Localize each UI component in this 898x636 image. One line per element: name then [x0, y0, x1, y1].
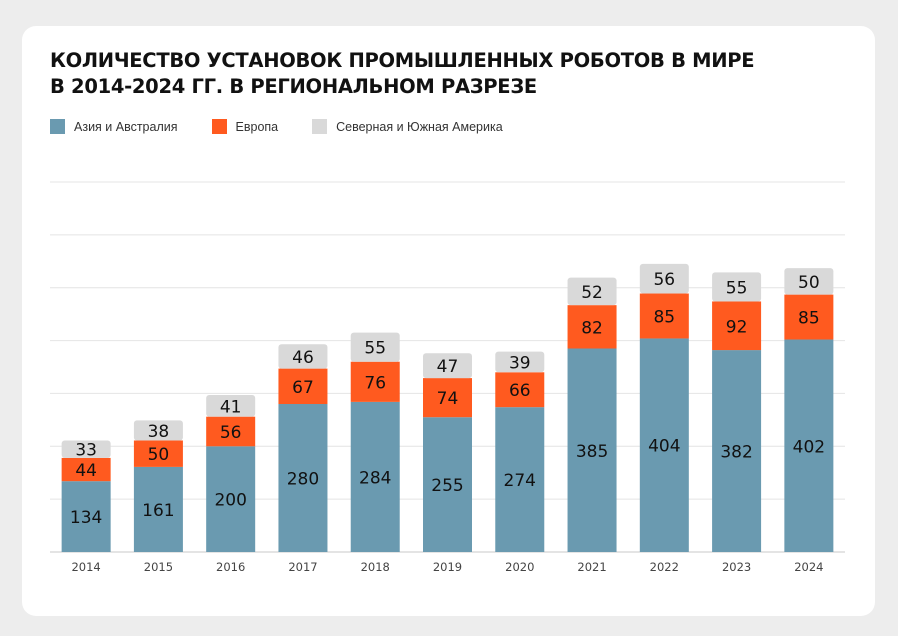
bar-segment-europe	[133, 440, 183, 467]
x-tick-label: 2022	[650, 560, 679, 574]
legend-label-asia: Азия и Австралия	[74, 119, 178, 134]
legend-swatch-europe	[211, 119, 227, 134]
x-tick-label: 2023	[722, 560, 751, 574]
x-tick-label: 2024	[794, 560, 823, 574]
data-label-europe: 74	[437, 389, 459, 409]
x-tick-label: 2016	[216, 560, 245, 574]
chart-title-line2: В 2014-2024 ГГ. В РЕГИОНАЛЬНОМ РАЗРЕЗЕ	[50, 75, 537, 98]
bar-segment-europe	[495, 372, 545, 408]
bar-segment-americas	[712, 272, 762, 302]
legend-label-americas: Северная и Южная Америка	[336, 119, 503, 134]
data-label-europe: 85	[798, 309, 820, 329]
bar-segment-europe	[206, 416, 256, 447]
bar-segment-europe	[350, 361, 400, 402]
bar-segment-europe	[278, 368, 328, 404]
x-tick-label: 2014	[71, 560, 100, 574]
data-label-europe: 85	[653, 307, 675, 327]
bar-segment-asia	[350, 401, 400, 552]
x-tick-label: 2018	[361, 560, 390, 574]
bar-segment-americas	[495, 351, 545, 373]
chart-title-line1: КОЛИЧЕСТВО УСТАНОВОК ПРОМЫШЛЕННЫХ РОБОТО…	[50, 49, 755, 72]
data-label-americas: 41	[220, 397, 242, 417]
bar-segment-europe	[61, 457, 111, 482]
bar-segment-asia	[712, 350, 762, 552]
bar-segment-asia	[639, 338, 689, 552]
data-label-americas: 55	[364, 339, 386, 359]
bar-segment-europe	[784, 294, 834, 340]
data-label-asia: 200	[214, 491, 246, 511]
bar-segment-asia	[567, 348, 617, 552]
bar-segment-europe	[639, 293, 689, 339]
data-label-europe: 76	[364, 373, 386, 393]
x-tick-label: 2015	[144, 560, 173, 574]
chart-legend: Азия и Австралия Европа Северная и Южная…	[50, 119, 537, 134]
data-label-americas: 56	[653, 270, 675, 290]
bar-segment-europe	[712, 301, 762, 351]
legend-label-europe: Европа	[235, 119, 279, 134]
bar-segment-americas	[567, 277, 617, 306]
bar-segment-asia	[423, 417, 472, 552]
data-label-asia: 404	[648, 437, 680, 457]
legend-swatch-asia	[50, 119, 65, 134]
data-label-americas: 38	[148, 422, 170, 442]
data-label-americas: 33	[75, 441, 97, 461]
data-label-americas: 55	[726, 278, 748, 298]
x-tick-label: 2017	[288, 560, 317, 574]
data-label-americas: 39	[509, 353, 531, 373]
data-label-europe: 66	[509, 381, 531, 401]
bar-segment-americas	[206, 395, 256, 417]
data-label-asia: 134	[70, 508, 102, 528]
bar-segment-europe	[567, 305, 617, 349]
bar-segment-americas	[784, 268, 834, 295]
data-label-asia: 274	[504, 471, 536, 491]
data-label-asia: 402	[793, 437, 825, 457]
data-label-asia: 161	[142, 501, 174, 521]
x-tick-label: 2021	[577, 560, 606, 574]
bar-segment-americas	[133, 420, 183, 441]
data-label-americas: 46	[292, 348, 314, 368]
data-label-americas: 47	[437, 357, 459, 377]
chart-title: КОЛИЧЕСТВО УСТАНОВОК ПРОМЫШЛЕННЫХ РОБОТО…	[50, 48, 810, 100]
bar-segment-americas	[639, 263, 689, 294]
data-label-europe: 67	[292, 378, 314, 398]
legend-item-americas: Северная и Южная Америка	[312, 119, 503, 134]
data-label-asia: 382	[720, 443, 752, 463]
x-tick-label: 2019	[433, 560, 462, 574]
bar-segment-asia	[278, 404, 328, 552]
data-label-europe: 92	[726, 317, 748, 337]
bar-segment-americas	[423, 353, 472, 379]
data-label-americas: 50	[798, 273, 820, 293]
bar-segment-asia	[133, 466, 183, 552]
data-label-asia: 385	[576, 442, 608, 462]
bar-segment-asia	[495, 407, 545, 552]
legend-swatch-americas	[312, 119, 328, 134]
bar-segment-asia	[61, 481, 111, 552]
bar-segment-americas	[61, 440, 111, 458]
data-label-asia: 284	[359, 468, 391, 488]
data-label-americas: 52	[581, 283, 603, 303]
bar-segment-americas	[278, 344, 328, 369]
bar-segment-asia	[784, 339, 834, 552]
data-label-europe: 82	[581, 318, 603, 338]
chart-card: КОЛИЧЕСТВО УСТАНОВОК ПРОМЫШЛЕННЫХ РОБОТО…	[22, 26, 875, 616]
data-label-europe: 56	[220, 423, 242, 443]
bar-segment-europe	[423, 378, 472, 418]
bar-segment-americas	[350, 332, 400, 362]
legend-item-europe: Европа	[211, 119, 279, 134]
legend-item-asia: Азия и Австралия	[50, 119, 178, 134]
data-label-asia: 255	[431, 476, 463, 496]
data-label-europe: 50	[148, 445, 170, 465]
bar-segment-asia	[206, 446, 256, 552]
data-label-asia: 280	[287, 470, 319, 490]
x-tick-label: 2020	[505, 560, 534, 574]
data-label-europe: 44	[75, 461, 97, 481]
